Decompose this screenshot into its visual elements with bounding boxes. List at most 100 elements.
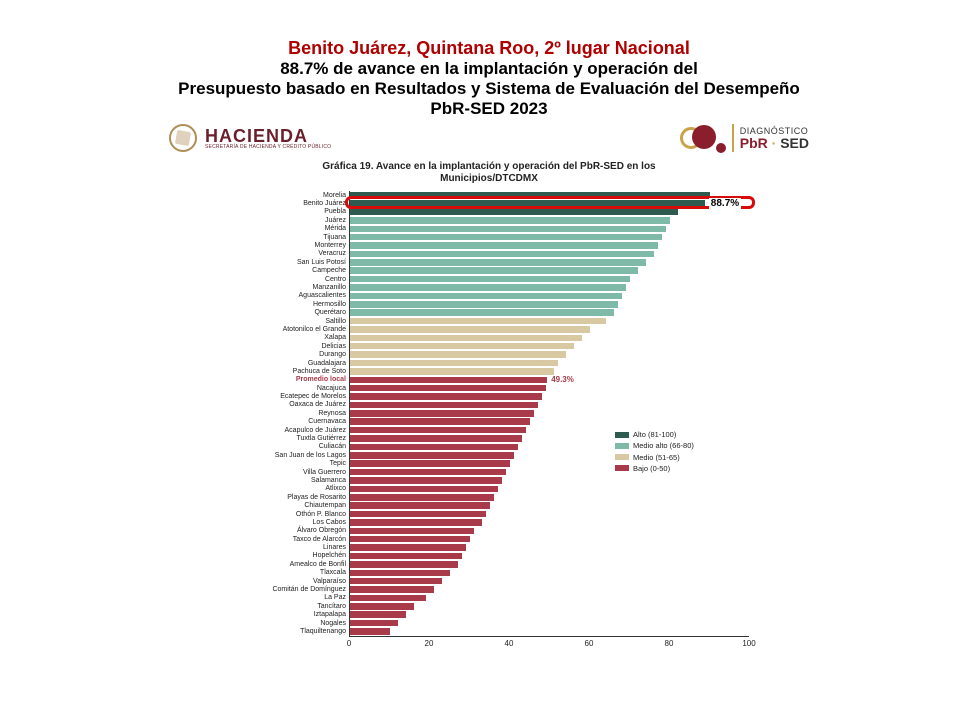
chart-row: Hopelchén bbox=[350, 552, 749, 560]
row-label: Linares bbox=[323, 544, 350, 551]
bar bbox=[350, 620, 398, 627]
bar bbox=[350, 595, 426, 602]
legend-item: Bajo (0-50) bbox=[615, 463, 694, 474]
row-label: Querétaro bbox=[314, 309, 350, 316]
bar bbox=[350, 385, 546, 392]
row-label: Villa Guerrero bbox=[303, 469, 350, 476]
row-label: Nacajuca bbox=[317, 385, 350, 392]
row-label: Benito Juárez bbox=[303, 200, 350, 207]
x-tick-label: 80 bbox=[665, 639, 674, 648]
chart-row: Álvaro Obregón bbox=[350, 527, 749, 535]
row-label: Campeche bbox=[312, 267, 350, 274]
row-label: Reynosa bbox=[318, 410, 350, 417]
chart-row: Amealco de Bonfil bbox=[350, 560, 749, 568]
bar bbox=[350, 611, 406, 618]
x-tick-label: 20 bbox=[425, 639, 434, 648]
title-line-1: Benito Juárez, Quintana Roo, 2º lugar Na… bbox=[0, 38, 978, 59]
row-label: Nogales bbox=[320, 620, 350, 627]
bar bbox=[350, 343, 574, 350]
row-label: Taxco de Alarcón bbox=[293, 536, 350, 543]
bar bbox=[350, 603, 414, 610]
row-label: Guadalajara bbox=[308, 360, 350, 367]
title-block: Benito Juárez, Quintana Roo, 2º lugar Na… bbox=[0, 0, 978, 119]
bar bbox=[350, 209, 678, 216]
chart-row: Tlaquiltenango bbox=[350, 627, 749, 635]
row-label: Cuernavaca bbox=[308, 418, 350, 425]
x-axis: 020406080100 bbox=[349, 637, 749, 651]
bar bbox=[350, 528, 474, 535]
chart-row: San Luis Potosí bbox=[350, 258, 749, 266]
row-label: Mérida bbox=[325, 225, 350, 232]
row-label: Morelia bbox=[323, 192, 350, 199]
chart-row: Puebla bbox=[350, 208, 749, 216]
bar bbox=[350, 494, 494, 501]
title-line-3: Presupuesto basado en Resultados y Siste… bbox=[0, 79, 978, 99]
row-label: Playas de Rosarito bbox=[287, 494, 350, 501]
bar bbox=[350, 200, 705, 207]
bar bbox=[350, 410, 534, 417]
legend-label: Alto (81-100) bbox=[633, 429, 676, 440]
row-label: Othón P. Blanco bbox=[296, 511, 350, 518]
row-label: Tuxtla Gutiérrez bbox=[296, 435, 350, 442]
bar bbox=[350, 326, 590, 333]
row-label: Durango bbox=[319, 351, 350, 358]
bar bbox=[350, 586, 434, 593]
bar bbox=[350, 435, 522, 442]
bar bbox=[350, 377, 547, 384]
chart-row: Nacajuca bbox=[350, 384, 749, 392]
chart-row: Delicias bbox=[350, 342, 749, 350]
chart-row: Guadalajara bbox=[350, 359, 749, 367]
legend-swatch bbox=[615, 432, 629, 438]
bar bbox=[350, 570, 450, 577]
bar bbox=[350, 259, 646, 266]
diag-bot-text: PbR · SED bbox=[740, 136, 809, 150]
chart-row: Benito Juárez bbox=[350, 199, 749, 207]
chart-row: La Paz bbox=[350, 594, 749, 602]
chart-row: Los Cabos bbox=[350, 518, 749, 526]
bar bbox=[350, 444, 518, 451]
row-label: Hopelchén bbox=[313, 552, 350, 559]
row-label: Tlaxcala bbox=[320, 569, 350, 576]
bar bbox=[350, 234, 662, 241]
chart-row: Morelia bbox=[350, 191, 749, 199]
chart-row: Chiautempan bbox=[350, 501, 749, 509]
bar bbox=[350, 561, 458, 568]
x-tick-label: 0 bbox=[347, 639, 351, 648]
mexico-seal-icon bbox=[169, 124, 197, 152]
chart-row: Iztapalapa bbox=[350, 611, 749, 619]
bar bbox=[350, 452, 514, 459]
chart-row: Nogales bbox=[350, 619, 749, 627]
legend-label: Medio alto (66-80) bbox=[633, 440, 694, 451]
bar bbox=[350, 251, 654, 258]
bar-chart: MoreliaBenito JuárezPueblaJuárezMéridaTi… bbox=[349, 191, 749, 637]
row-label: Iztapalapa bbox=[314, 611, 350, 618]
bar bbox=[350, 502, 490, 509]
chart-row: Saltillo bbox=[350, 317, 749, 325]
bar bbox=[350, 477, 502, 484]
row-label: Puebla bbox=[324, 208, 350, 215]
legend-item: Medio (51-65) bbox=[615, 452, 694, 463]
row-label: Hermosillo bbox=[313, 301, 350, 308]
chart-row: Veracruz bbox=[350, 250, 749, 258]
row-label: Monterrey bbox=[314, 242, 350, 249]
chart-row: Centro bbox=[350, 275, 749, 283]
bar bbox=[350, 267, 638, 274]
chart-row: Promedio local bbox=[350, 376, 749, 384]
bar bbox=[350, 293, 622, 300]
chart-row: Playas de Rosarito bbox=[350, 493, 749, 501]
bar bbox=[350, 335, 582, 342]
bar bbox=[350, 460, 510, 467]
row-label: Culiacán bbox=[319, 443, 350, 450]
legend-label: Medio (51-65) bbox=[633, 452, 680, 463]
chart-row: Campeche bbox=[350, 267, 749, 275]
chart-row: Taxco de Alarcón bbox=[350, 535, 749, 543]
row-label: Juárez bbox=[325, 217, 350, 224]
logo-row: HACIENDA SECRETARÍA DE HACIENDA Y CRÉDIT… bbox=[169, 123, 809, 153]
chart-row: Juárez bbox=[350, 216, 749, 224]
bar bbox=[350, 469, 506, 476]
chart-row: Linares bbox=[350, 543, 749, 551]
row-label: Álvaro Obregón bbox=[297, 527, 350, 534]
bar bbox=[350, 536, 470, 543]
bar bbox=[350, 301, 618, 308]
bar bbox=[350, 393, 542, 400]
